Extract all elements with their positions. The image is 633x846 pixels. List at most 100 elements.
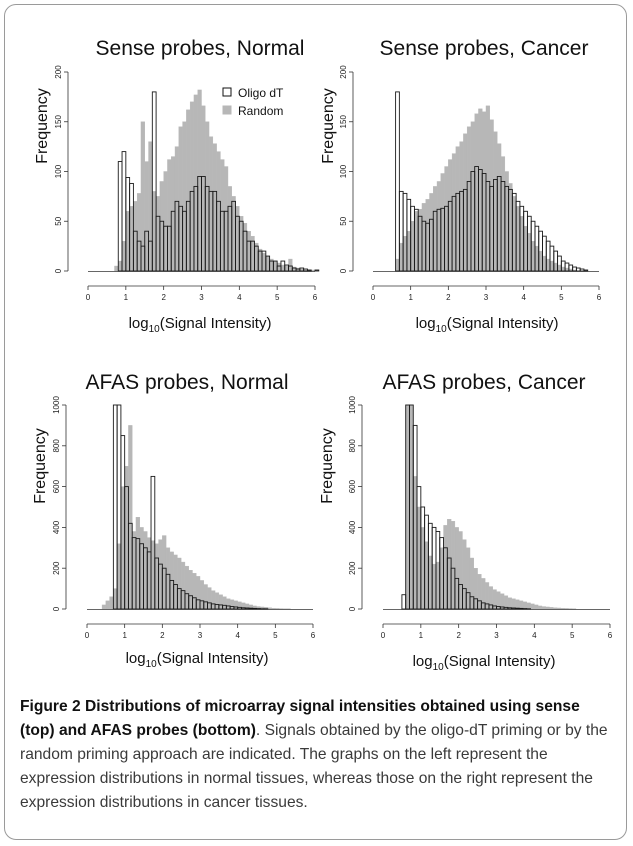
plot-area [383, 404, 610, 610]
bar-random [515, 599, 520, 610]
y-tick-label: 200 [339, 65, 348, 79]
bar-oligo-dt [112, 404, 118, 610]
bar-random [171, 156, 176, 272]
x-tick-label: 4 [237, 293, 242, 302]
bar-random [159, 181, 164, 272]
bar-oligo-dt [314, 269, 320, 272]
bar-random [482, 111, 487, 272]
bar-random [125, 211, 130, 272]
bar-random [155, 196, 161, 272]
bar-random [413, 476, 418, 610]
bar-oligo-dt [129, 182, 134, 272]
bar-oligo-dt [248, 607, 254, 610]
bar-oligo-dt [117, 161, 123, 272]
bar-random [455, 146, 460, 272]
bar-random [534, 604, 539, 610]
bar-random [218, 594, 223, 610]
bar-random [140, 121, 145, 272]
y-tick-label: 600 [52, 479, 61, 493]
bar-random [196, 576, 201, 610]
x-tick-label: 3 [494, 631, 499, 640]
bar-random [553, 607, 558, 610]
bar-random [420, 527, 425, 610]
bar-random [470, 121, 475, 272]
x-tick-label: 2 [446, 293, 451, 302]
bar-random [273, 260, 278, 272]
y-axis: 0 50 100 150 200 [54, 65, 69, 273]
bar-random [440, 173, 445, 272]
bar-random [220, 159, 225, 272]
x-tick-label: 2 [160, 631, 165, 640]
x-tick-label: 5 [559, 293, 564, 302]
bar-random [174, 146, 179, 272]
x-axis-label: log10(Signal Intensity) [126, 650, 269, 670]
bar-random [267, 607, 272, 610]
y-tick-label: 150 [339, 115, 348, 129]
x-tick-label: 0 [85, 631, 90, 640]
bar-random [154, 543, 159, 610]
bar-random [459, 141, 464, 272]
bar-random [184, 565, 189, 610]
bar-random [129, 206, 134, 272]
bar-random [182, 121, 187, 272]
bar-random [188, 570, 193, 610]
y-tick-label: 200 [52, 561, 61, 575]
bar-random [530, 603, 535, 610]
bar-random [113, 588, 118, 610]
bar-random [275, 608, 280, 610]
bar-random [229, 599, 235, 610]
bar-random [485, 105, 490, 272]
bar-random [133, 201, 138, 272]
x-tick-label: 0 [371, 293, 376, 302]
bar-random [500, 156, 506, 272]
legend: Oligo dT Random [222, 86, 284, 118]
x-axis: 0 1 2 3 4 5 6 [371, 285, 602, 302]
bar-oligo-dt [395, 91, 400, 272]
bar-random [477, 574, 482, 610]
bar-random [546, 258, 551, 272]
bar-random [537, 605, 543, 610]
y-tick-label: 600 [348, 479, 357, 493]
bar-random [237, 601, 242, 610]
bar-random [258, 248, 263, 272]
bar-random [462, 539, 467, 610]
legend-swatch-random [222, 105, 232, 115]
bar-random [261, 252, 267, 272]
x-tick-label: 2 [161, 293, 166, 302]
bar-oligo-dt [518, 607, 524, 610]
x-tick-label: 1 [408, 293, 413, 302]
x-axis-label: log10(Signal Intensity) [416, 315, 559, 335]
y-tick-label: 800 [348, 439, 357, 453]
bar-random [128, 425, 133, 610]
bar-random [205, 121, 210, 272]
x-tick-label: 5 [570, 631, 575, 640]
plot-area [87, 404, 313, 610]
bar-random [239, 216, 244, 272]
bar-random [399, 242, 404, 272]
bar-random [538, 250, 543, 272]
bar-oligo-dt [401, 594, 407, 610]
bar-random [542, 255, 547, 272]
x-tick-label: 6 [311, 631, 316, 640]
caption-label: Figure 2 [20, 698, 81, 715]
legend-label-oligo-dt: Oligo dT [238, 86, 284, 100]
bar-random [189, 101, 195, 272]
bar-random [199, 580, 204, 610]
x-axis-label: log10(Signal Intensity) [129, 315, 272, 335]
bar-random [436, 181, 441, 272]
bar-random [493, 131, 498, 272]
figure-frame [4, 4, 627, 840]
x-tick-label: 3 [484, 293, 489, 302]
bar-random [280, 264, 285, 272]
bar-random [203, 584, 208, 610]
bar-random [118, 260, 123, 272]
x-tick-label: 2 [456, 631, 461, 640]
bar-random [484, 582, 490, 610]
bar-random [162, 535, 167, 610]
y-tick-label: 0 [348, 606, 357, 611]
bar-random [512, 196, 517, 272]
bar-random [473, 568, 478, 610]
bar-random [193, 94, 198, 272]
y-axis-label: Frequency [34, 88, 51, 164]
bar-random [522, 601, 527, 610]
